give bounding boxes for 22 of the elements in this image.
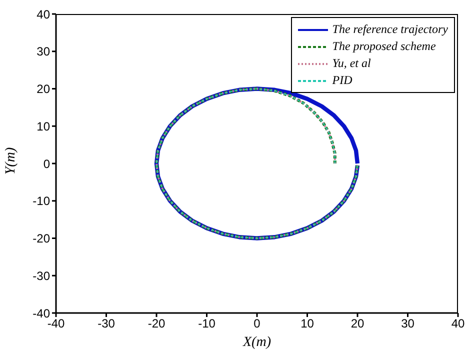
x-tick-label: 20	[350, 316, 364, 331]
y-axis-title: Y(m)	[3, 146, 20, 174]
y-tick-label: -20	[32, 232, 50, 246]
legend-label: The proposed scheme	[332, 39, 436, 54]
x-tick-label: 40	[451, 316, 465, 331]
y-tick-label: 10	[36, 119, 50, 134]
x-tick-label: 30	[401, 316, 415, 331]
y-tick-label: 30	[36, 44, 50, 59]
y-tick-label: -30	[32, 268, 50, 283]
y-tick-label: 20	[36, 82, 50, 96]
legend-label: Yu, et al	[332, 56, 371, 71]
x-tick-label: -10	[198, 316, 216, 331]
legend-label: PID	[332, 73, 352, 88]
x-tick-label: 10	[300, 316, 314, 331]
legend-label: The reference trajectory	[332, 22, 448, 37]
y-tick-label: 40	[36, 7, 50, 22]
x-axis-title: X(m)	[242, 335, 272, 351]
x-tick-label: 0	[254, 316, 261, 331]
x-tick-label: -30	[98, 316, 116, 331]
y-tick-label: -10	[32, 194, 50, 208]
y-tick-label: 0	[43, 156, 50, 171]
x-tick-label: -20	[148, 316, 166, 331]
